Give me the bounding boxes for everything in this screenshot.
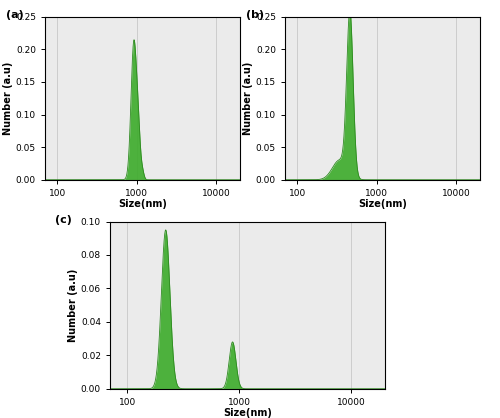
Y-axis label: Number (a.u): Number (a.u) — [243, 61, 253, 135]
Text: (b): (b) — [246, 10, 264, 20]
X-axis label: Size(nm): Size(nm) — [118, 199, 167, 209]
Text: (c): (c) — [55, 215, 72, 225]
Y-axis label: Number (a.u): Number (a.u) — [68, 268, 78, 342]
X-axis label: Size(nm): Size(nm) — [223, 408, 272, 418]
X-axis label: Size(nm): Size(nm) — [358, 199, 407, 209]
Text: (a): (a) — [6, 10, 24, 20]
Y-axis label: Number (a.u): Number (a.u) — [3, 61, 13, 135]
